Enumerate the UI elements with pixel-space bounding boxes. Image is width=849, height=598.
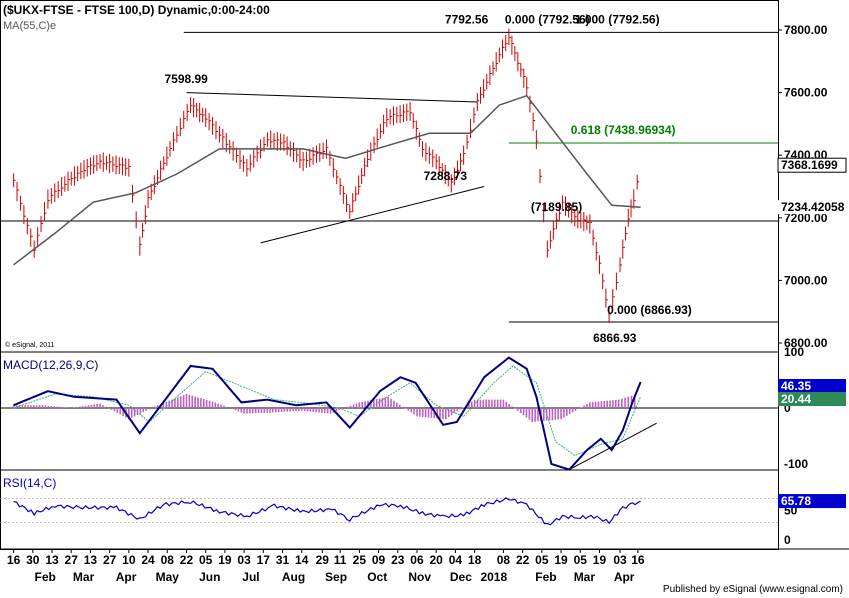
macd-trendline: [569, 422, 657, 471]
x-day-label: 09: [372, 553, 386, 567]
x-day-label: 18: [468, 553, 482, 567]
signal-value-badge-bg: [778, 392, 846, 406]
x-day-label: 20: [430, 553, 444, 567]
ma-value-badge-bg: [778, 200, 846, 215]
macd-value-badge-bg: [778, 379, 846, 393]
rsi-value-badge: 65.78: [781, 494, 811, 508]
x-day-label: 05: [535, 553, 549, 567]
x-day-label: 06: [410, 553, 424, 567]
x-day-label: 22: [180, 553, 194, 567]
rsi-tick-label: 0: [784, 533, 791, 547]
x-day-label: 25: [353, 553, 367, 567]
publisher-credit: Published by eSignal (www.esignal.com): [662, 584, 843, 595]
last-price-badge-bg: [778, 158, 846, 173]
x-month-label: Apr: [116, 570, 137, 584]
macd-signal-line: [13, 365, 642, 457]
price-annotation: 0.618 (7438.96934): [571, 123, 676, 137]
price-panel: 7800.007600.007400.007200.007000.006800.…: [0, 13, 847, 350]
chart-frame: [0, 0, 849, 550]
x-day-label: 31: [276, 553, 290, 567]
x-month-label: Dec: [450, 570, 472, 584]
macd-tick-label: -100: [784, 457, 808, 471]
x-day-label: 16: [631, 553, 645, 567]
moving-average-line: [13, 94, 641, 266]
ma-value-badge: 7234.42058: [781, 200, 845, 214]
x-month-label: Mar: [574, 570, 596, 584]
x-month-label: Mar: [73, 570, 95, 584]
x-day-label: 05: [574, 553, 588, 567]
copyright-label: © eSignal, 2011: [5, 341, 55, 349]
x-day-label: 19: [593, 553, 607, 567]
x-month-label: Jun: [199, 570, 220, 584]
x-day-label: 29: [316, 553, 330, 567]
last-price-badge-border: [777, 157, 847, 173]
x-day-label: 03: [613, 553, 627, 567]
price-annotation: 7598.99: [164, 72, 208, 86]
price-annotation: 6866.93: [593, 331, 637, 345]
chart-title: ($UKX-FTSE - FTSE 100,D) Dynamic,0:00-24…: [3, 3, 270, 17]
price-tick-label: 7200.00: [784, 211, 828, 225]
x-day-label: 27: [65, 553, 79, 567]
macd-tick-label: 100: [784, 345, 804, 359]
x-day-label: 13: [84, 553, 98, 567]
x-day-label: 30: [26, 553, 40, 567]
x-month-label: Nov: [408, 570, 431, 584]
x-day-label: 13: [45, 553, 59, 567]
macd-tick-label: 0: [784, 401, 791, 415]
x-day-label: 22: [516, 553, 530, 567]
x-month-label: 2018: [480, 570, 507, 584]
signal-value-badge: 20.44: [781, 392, 811, 406]
x-month-label: Feb: [34, 570, 55, 584]
rsi-label: RSI(14,C): [3, 476, 56, 490]
macd-line: [13, 356, 642, 471]
rsi-value-badge-bg: [778, 494, 846, 509]
rsi-line: [13, 497, 641, 526]
x-day-label: 14: [295, 553, 309, 567]
x-month-label: Apr: [614, 570, 635, 584]
x-month-label: May: [156, 570, 180, 584]
x-day-label: 11: [334, 553, 347, 567]
x-month-label: Feb: [535, 570, 556, 584]
price-tick-label: 7800.00: [784, 23, 828, 37]
price-trendline: [186, 92, 478, 103]
x-day-label: 23: [391, 553, 405, 567]
price-trendline: [260, 186, 485, 244]
price-annotation: 0.000 (7792.56): [505, 13, 590, 27]
x-day-label: 10: [122, 553, 136, 567]
macd-label: MACD(12,26,9,C): [3, 358, 98, 372]
price-annotation: 7792.56: [445, 13, 489, 27]
price-annotation: 7288.73: [424, 169, 468, 183]
ma-indicator-label: MA(55,C)e: [3, 20, 56, 32]
macd-value-badge: 46.35: [781, 379, 811, 393]
x-day-label: 16: [7, 553, 21, 567]
x-month-label: Sep: [325, 570, 347, 584]
price-tick-label: 6800.00: [784, 336, 828, 350]
last-price-badge: 7368.1699: [781, 158, 838, 172]
x-day-label: 27: [103, 553, 117, 567]
x-day-label: 08: [161, 553, 175, 567]
x-day-label: 08: [497, 553, 511, 567]
x-day-label: 19: [218, 553, 232, 567]
x-day-label: 04: [449, 553, 463, 567]
plot-border: [0, 0, 779, 550]
price-annotation: 1.000 (7792.56): [575, 13, 660, 27]
x-day-label: 19: [554, 553, 568, 567]
price-tick-label: 7600.00: [784, 86, 828, 100]
x-day-label: 17: [257, 553, 271, 567]
x-month-label: Aug: [282, 570, 305, 584]
price-tick-label: 7000.00: [784, 273, 828, 287]
x-day-label: 05: [199, 553, 213, 567]
x-day-label: 24: [141, 553, 155, 567]
price-annotation: (7189.85): [531, 200, 582, 214]
x-month-label: Jul: [242, 570, 259, 584]
x-month-label: Oct: [367, 570, 387, 584]
price-annotation: 0.000 (6866.93): [607, 303, 692, 317]
x-day-label: 03: [237, 553, 251, 567]
x-axis: 16 30 13 27 13 27 10 24 08 22 05 19 03 17 31 14 29 11 25 09…: [7, 549, 645, 584]
